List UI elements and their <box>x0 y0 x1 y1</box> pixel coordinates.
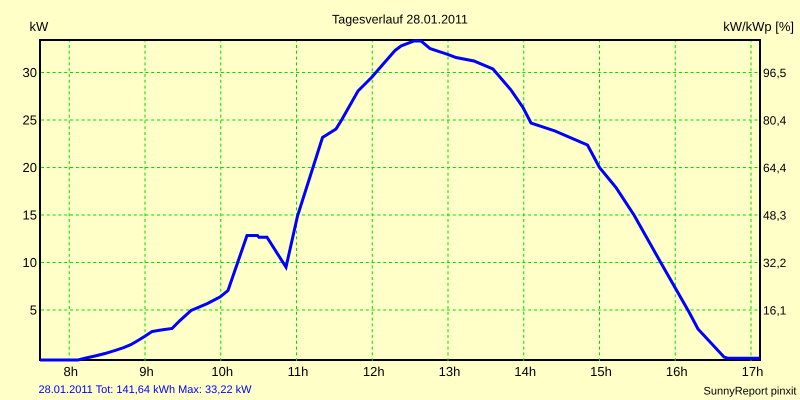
svg-text:80,4: 80,4 <box>763 114 787 128</box>
svg-text:10h: 10h <box>211 364 233 379</box>
svg-text:15h: 15h <box>590 364 612 379</box>
svg-text:12h: 12h <box>363 364 385 379</box>
svg-text:Tagesverlauf 28.01.2011: Tagesverlauf 28.01.2011 <box>332 13 468 27</box>
svg-text:14h: 14h <box>514 364 536 379</box>
svg-text:48,3: 48,3 <box>763 209 787 223</box>
svg-text:96,5: 96,5 <box>763 66 787 80</box>
svg-text:32,2: 32,2 <box>763 256 787 270</box>
svg-text:8h: 8h <box>64 364 78 379</box>
svg-text:5: 5 <box>30 303 37 318</box>
svg-text:25: 25 <box>23 113 37 128</box>
svg-text:20: 20 <box>23 160 37 175</box>
svg-text:9h: 9h <box>139 364 153 379</box>
svg-text:30: 30 <box>23 65 37 80</box>
svg-text:28.01.2011 Tot: 141,64 kWh Max: 28.01.2011 Tot: 141,64 kWh Max: 33,22 kW <box>39 384 253 396</box>
svg-text:16h: 16h <box>666 364 688 379</box>
svg-text:16,1: 16,1 <box>763 304 787 318</box>
svg-text:kW: kW <box>30 19 50 34</box>
svg-text:15: 15 <box>23 208 37 223</box>
svg-text:11h: 11h <box>288 364 309 379</box>
svg-text:17h: 17h <box>742 364 764 379</box>
svg-text:13h: 13h <box>439 364 461 379</box>
svg-text:SunnyReport pinxit: SunnyReport pinxit <box>704 386 797 398</box>
svg-text:10: 10 <box>23 255 37 270</box>
svg-text:kW/kWp [%]: kW/kWp [%] <box>723 19 794 34</box>
svg-text:64,4: 64,4 <box>763 161 787 175</box>
